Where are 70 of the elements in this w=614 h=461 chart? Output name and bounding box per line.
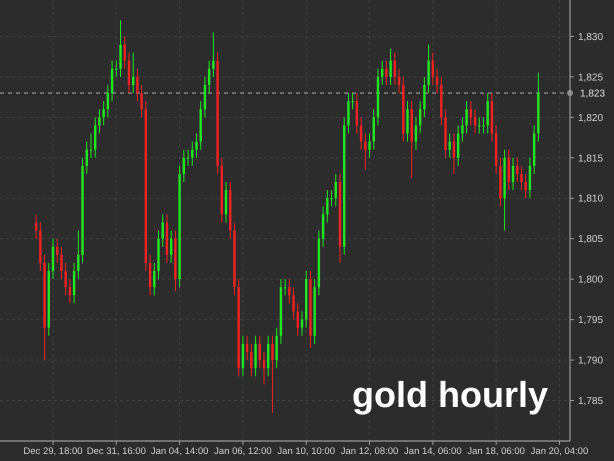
y-tick-label: 1,795 [578, 315, 604, 326]
candlestick [284, 278, 286, 296]
candlestick [106, 84, 110, 118]
candlestick [326, 190, 329, 224]
x-tick-label: Jan 20, 04:00 [530, 446, 588, 457]
candlestick [465, 100, 468, 134]
candlestick [448, 133, 451, 158]
candlestick [170, 230, 172, 264]
candlestick [478, 116, 480, 134]
ref-line-label: 1,823 [580, 88, 606, 100]
candlestick [86, 141, 88, 174]
candlestick [364, 133, 367, 170]
candlestick [60, 246, 63, 280]
candlestick [288, 278, 291, 304]
candlestick [68, 278, 72, 304]
candlestick [140, 84, 143, 118]
annotation: gold hourly [352, 374, 548, 415]
candlestick [250, 343, 253, 377]
candlestick [461, 116, 464, 142]
x-tick-label: Jan 18, 06:00 [467, 446, 525, 457]
x-tick-label: Dec 29, 18:00 [23, 446, 83, 457]
candlestick [432, 52, 434, 86]
y-tick-label: 1,830 [578, 32, 604, 43]
candlestick [292, 286, 295, 320]
candlestick [389, 48, 392, 86]
x-tick-label: Jan 10, 10:00 [277, 446, 336, 457]
candlestick [334, 173, 337, 207]
y-tick-label: 1,800 [578, 274, 604, 286]
candlestick [246, 335, 248, 361]
candlestick [470, 100, 472, 126]
candlestick [296, 302, 299, 336]
candlestick [77, 230, 80, 280]
y-tick-label: 1,790 [578, 356, 604, 367]
x-tick-label: Dec 31, 16:00 [86, 446, 146, 457]
x-tick-label: Jan 06, 12:00 [214, 446, 272, 457]
candlestick [360, 116, 362, 150]
candlestick [132, 52, 134, 94]
candlestick [380, 60, 384, 86]
candlestick [56, 238, 58, 264]
y-tick-label: 1,785 [578, 396, 604, 408]
candlestick [418, 100, 422, 134]
candlestick [516, 157, 518, 183]
y-tick-label: 1,810 [578, 194, 604, 205]
candlestick [34, 214, 38, 240]
x-tick-label: Jan 04, 14:00 [150, 446, 208, 457]
candlestick [452, 133, 456, 174]
candlestick [162, 214, 164, 248]
candlestick [136, 68, 139, 102]
candlestick [64, 262, 67, 296]
candlestick [385, 60, 388, 86]
candlestick [212, 32, 215, 78]
candlestick [124, 36, 126, 70]
y-tick-label: 1,820 [578, 112, 604, 124]
x-tick-label: Jan 14, 06:00 [404, 446, 462, 457]
candlestick [208, 60, 210, 94]
candlestick [153, 262, 156, 296]
candlestick [191, 141, 194, 166]
candlestick [524, 173, 527, 199]
candlestick [394, 52, 396, 86]
candlestick [98, 108, 101, 134]
candlestick [436, 68, 438, 94]
candlestick [258, 335, 261, 369]
y-tick-label: 1,815 [578, 153, 604, 164]
x-tick-label: Jan 12, 08:00 [340, 446, 398, 457]
y-tick-label: 1,825 [578, 72, 604, 84]
candlestick [398, 68, 400, 94]
candlestick [102, 100, 105, 126]
candlestick [351, 92, 354, 110]
candlestick [182, 149, 186, 183]
y-tick-label: 1,805 [578, 234, 604, 246]
